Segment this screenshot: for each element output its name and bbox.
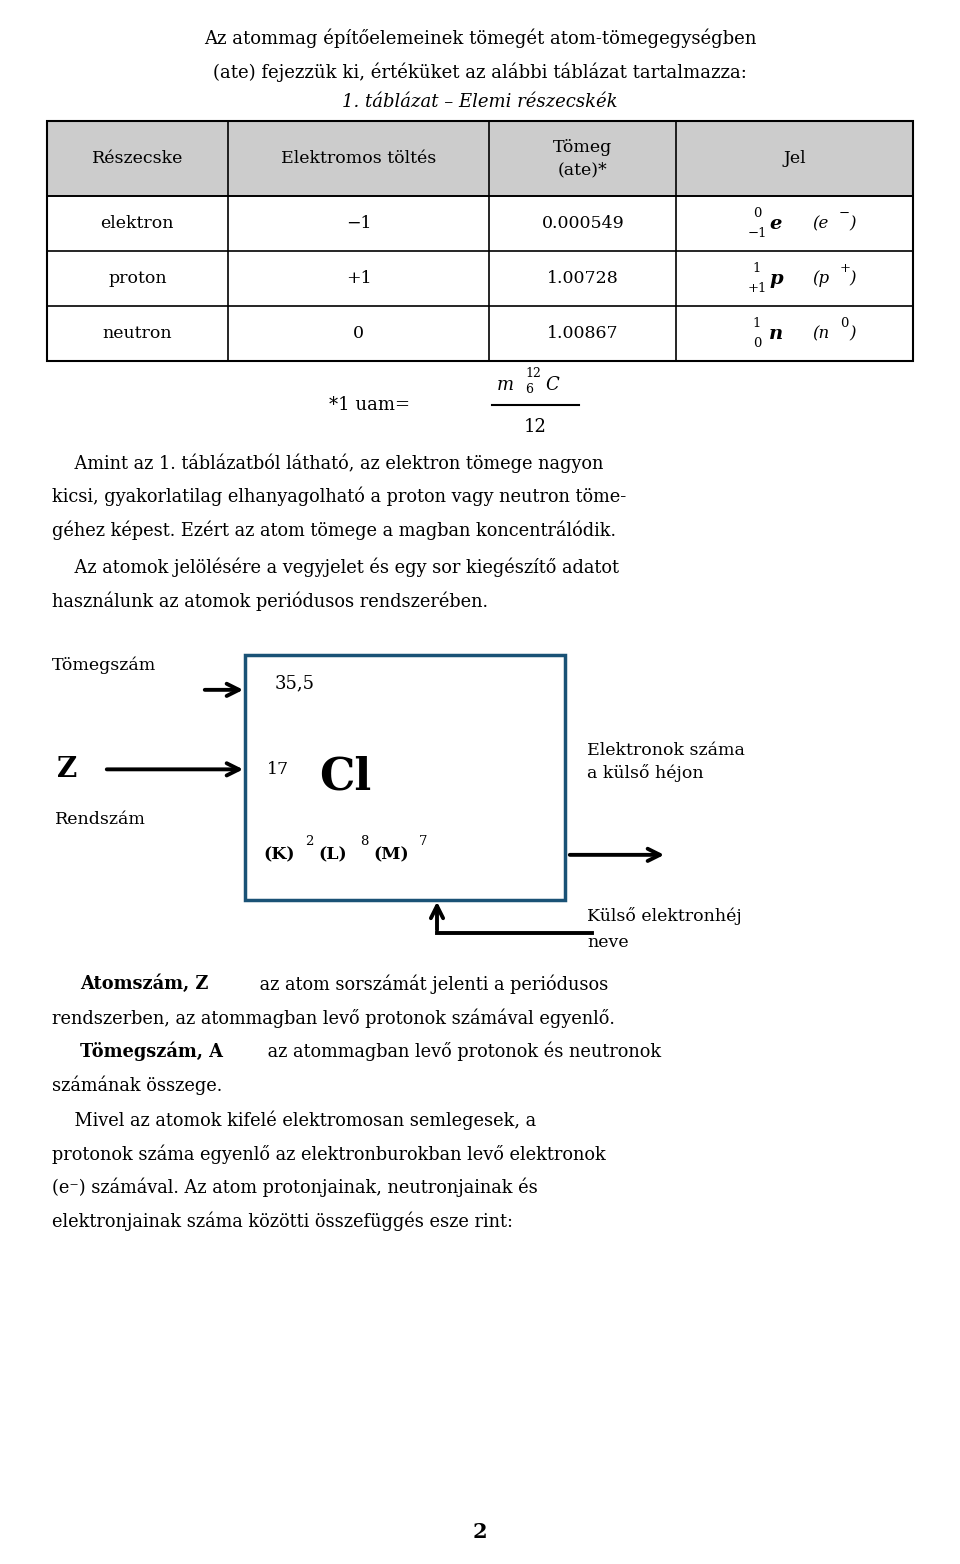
Text: 7: 7 — [419, 835, 427, 848]
Text: ): ) — [850, 216, 856, 233]
Text: 0: 0 — [753, 338, 761, 350]
Text: Részecske: Részecske — [91, 150, 183, 167]
Text: az atom sorszámát jelenti a periódusos: az atom sorszámát jelenti a periódusos — [254, 974, 609, 995]
Text: (e: (e — [812, 216, 829, 233]
Text: proton: proton — [108, 271, 167, 288]
Text: 6: 6 — [525, 383, 533, 396]
Text: Tömeg
(ate)*: Tömeg (ate)* — [553, 139, 612, 178]
Text: Tömegszám: Tömegszám — [52, 657, 156, 674]
Text: m: m — [497, 377, 515, 394]
Bar — [245, 655, 565, 899]
Text: e: e — [770, 214, 782, 233]
Text: 0: 0 — [840, 317, 849, 330]
Text: géhez képest. Ezért az atom tömege a magban koncentrálódik.: géhez képest. Ezért az atom tömege a mag… — [52, 521, 616, 540]
Text: az atommagban levő protonok és neutronok: az atommagban levő protonok és neutronok — [262, 1042, 661, 1062]
Text: Mivel az atomok kifelé elektromosan semlegesek, a: Mivel az atomok kifelé elektromosan seml… — [52, 1110, 536, 1131]
Text: 1. táblázat – Elemi részecskék: 1. táblázat – Elemi részecskék — [343, 94, 617, 111]
Text: C: C — [545, 377, 559, 394]
Text: *1 uam=: *1 uam= — [329, 396, 410, 414]
Text: 12: 12 — [525, 368, 540, 380]
Bar — [47, 197, 913, 252]
Text: Az atommag építőelemeinek tömegét atom-tömegegységben: Az atommag építőelemeinek tömegét atom-t… — [204, 30, 756, 48]
Text: (n: (n — [812, 325, 829, 343]
Text: Cl: Cl — [319, 755, 372, 799]
Text: (ate) fejezzük ki, értéküket az alábbi táblázat tartalmazza:: (ate) fejezzük ki, értéküket az alábbi t… — [213, 63, 747, 81]
Text: (L): (L) — [318, 846, 347, 863]
Text: számának összege.: számának összege. — [52, 1076, 223, 1095]
Text: 1: 1 — [753, 317, 761, 330]
Text: 0.000549: 0.000549 — [541, 216, 624, 233]
Text: Atomszám, Z: Atomszám, Z — [80, 974, 208, 993]
Text: 2: 2 — [472, 1522, 488, 1542]
Text: +1: +1 — [346, 271, 372, 288]
Text: Z: Z — [57, 755, 77, 784]
Text: 1.00867: 1.00867 — [547, 325, 618, 343]
Text: p: p — [769, 271, 782, 288]
Text: (p: (p — [812, 271, 829, 288]
Text: kicsi, gyakorlatilag elhanyagolható a proton vagy neutron töme-: kicsi, gyakorlatilag elhanyagolható a pr… — [52, 486, 626, 507]
Text: 35,5: 35,5 — [275, 674, 315, 693]
Text: −1: −1 — [346, 216, 372, 233]
Bar — [47, 122, 913, 197]
Text: Elektromos töltés: Elektromos töltés — [281, 150, 436, 167]
Bar — [47, 252, 913, 307]
Text: −1: −1 — [747, 227, 767, 241]
Text: 0: 0 — [353, 325, 364, 343]
Text: (e⁻) számával. Az atom protonjainak, neutronjainak és: (e⁻) számával. Az atom protonjainak, neu… — [52, 1178, 538, 1196]
Text: Elektronok száma: Elektronok száma — [587, 743, 745, 760]
Text: neutron: neutron — [103, 325, 172, 343]
Text: −: − — [839, 208, 851, 221]
Text: Rendszám: Rendszám — [55, 810, 146, 827]
Text: a külső héjon: a külső héjon — [587, 765, 704, 782]
Text: 17: 17 — [267, 760, 289, 777]
Bar — [47, 122, 913, 361]
Text: elektronjainak száma közötti összefüggés esze rint:: elektronjainak száma közötti összefüggés… — [52, 1211, 513, 1231]
Bar — [47, 307, 913, 361]
Text: ): ) — [850, 271, 856, 288]
Text: rendszerben, az atommagban levő protonok számával egyenlő.: rendszerben, az atommagban levő protonok… — [52, 1009, 614, 1028]
Text: 1: 1 — [753, 263, 761, 275]
Text: (M): (M) — [373, 846, 409, 863]
Text: Jel: Jel — [783, 150, 806, 167]
Text: Külső elektronhéj: Külső elektronhéj — [587, 907, 742, 924]
Text: ): ) — [850, 325, 856, 343]
Text: 2: 2 — [305, 835, 313, 848]
Text: 12: 12 — [524, 418, 547, 436]
Text: Amint az 1. táblázatból látható, az elektron tömege nagyon: Amint az 1. táblázatból látható, az elek… — [52, 454, 604, 472]
Text: elektron: elektron — [101, 216, 174, 233]
Text: 0: 0 — [753, 208, 761, 221]
Text: +1: +1 — [747, 283, 767, 296]
Text: 1.00728: 1.00728 — [547, 271, 618, 288]
Text: Az atomok jelölésére a vegyjelet és egy sor kiegészítő adatot: Az atomok jelölésére a vegyjelet és egy … — [52, 558, 619, 577]
Text: (K): (K) — [263, 846, 295, 863]
Text: protonok száma egyenlő az elektronburokban levő elektronok: protonok száma egyenlő az elektronburokb… — [52, 1143, 606, 1164]
Text: Tömegszám, A: Tömegszám, A — [80, 1042, 223, 1062]
Text: neve: neve — [587, 934, 629, 951]
Text: használunk az atomok periódusos rendszerében.: használunk az atomok periódusos rendszer… — [52, 591, 488, 612]
Text: n: n — [769, 325, 783, 343]
Text: +: + — [839, 263, 851, 275]
Text: 8: 8 — [360, 835, 369, 848]
